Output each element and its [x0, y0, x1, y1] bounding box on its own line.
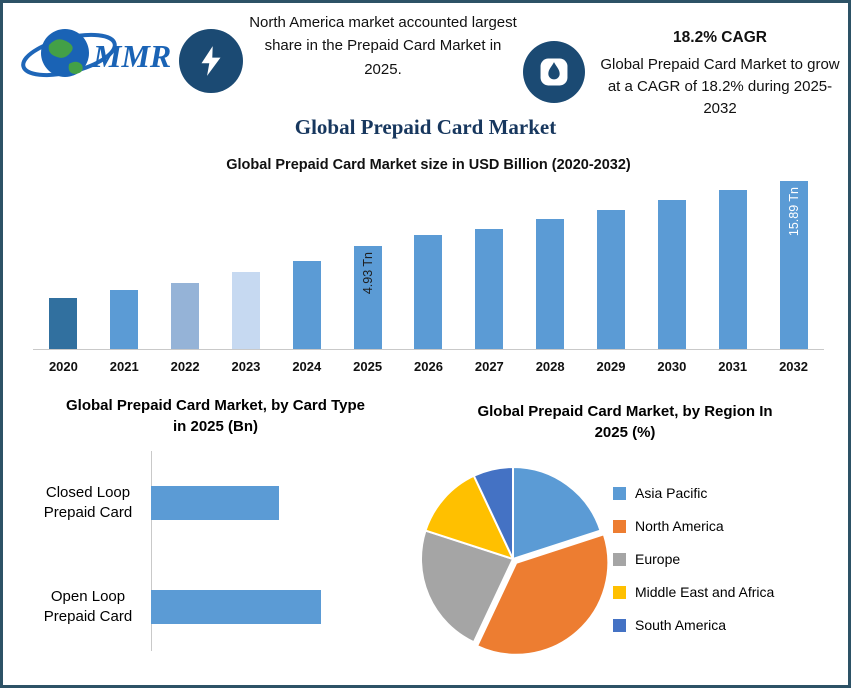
legend-item: Asia Pacific [613, 483, 774, 503]
cagr-value: 18.2% CAGR [673, 29, 767, 46]
legend-item: South America [613, 615, 774, 635]
cagr-note: Global Prepaid Card Market to grow at a … [600, 56, 840, 117]
bar-column-2029 [581, 180, 642, 349]
card-type-bar [151, 590, 321, 624]
bar-column-2022 [155, 180, 216, 349]
mmr-logo-graphic: MMR [21, 29, 171, 78]
x-label-2020: 2020 [48, 359, 78, 374]
x-label-2025: 2025 [353, 359, 383, 374]
pie-slice-europe [420, 529, 514, 644]
market-highlight-note: North America market accounted largest s… [249, 14, 517, 78]
market-size-chart: Global Prepaid Card Market size in USD B… [33, 157, 824, 374]
legend-label: South America [635, 617, 727, 633]
card-type-bar [151, 486, 279, 520]
data-label-2025: 4.93 Tn [360, 252, 375, 295]
card-type-chart-title: Global Prepaid Card Market, by Card Type… [66, 397, 365, 435]
market-size-bars: 4.93 Tn 15.89 Tn [33, 180, 824, 350]
pie-slice-middle-east-and-africa [424, 474, 514, 560]
region-chart-title: Global Prepaid Card Market, by Region In… [477, 403, 773, 441]
card-type-axis-line [151, 451, 152, 651]
card-type-label: Open Loop Prepaid Card [43, 587, 133, 625]
x-label-2030: 2030 [657, 359, 687, 374]
bar-column-2020 [33, 180, 94, 349]
region-chart: Global Prepaid Card Market, by Region In… [401, 401, 848, 656]
bar-2025: 4.93 Tn [353, 246, 382, 349]
bar-column-2032: 15.89 Tn [763, 180, 824, 349]
legend-swatch [613, 585, 626, 599]
region-legend: Asia Pacific North America Europe Middle Ea… [613, 483, 774, 648]
bar-2021 [110, 290, 139, 349]
bar-2029 [597, 210, 626, 349]
bar-2024 [292, 261, 321, 349]
card-type-chart: Global Prepaid Card Market, by Card Type… [33, 395, 398, 659]
card-type-label: Closed Loop Prepaid Card [43, 483, 133, 521]
x-label-2028: 2028 [535, 359, 565, 374]
data-label-2032: 15.89 Tn [786, 187, 801, 237]
x-label-2027: 2027 [474, 359, 504, 374]
bar-column-2028 [520, 180, 581, 349]
card-type-row: Closed Loop Prepaid Card [33, 483, 279, 521]
bar-column-2025: 4.93 Tn [337, 180, 398, 349]
bar-2023 [231, 272, 260, 349]
legend-item: Middle East and Africa [613, 582, 774, 602]
x-label-2021: 2021 [109, 359, 139, 374]
legend-label: Asia Pacific [635, 485, 708, 501]
legend-label: Middle East and Africa [635, 584, 775, 600]
flame-icon [523, 41, 585, 103]
bar-2032: 15.89 Tn [779, 181, 808, 349]
flame-glyph [540, 58, 568, 86]
pie-slice-asia-pacific [512, 466, 602, 560]
bar-2028 [536, 219, 565, 349]
mmr-logo: MMR [17, 15, 177, 91]
card-type-row: Open Loop Prepaid Card [33, 587, 321, 625]
x-label-2029: 2029 [596, 359, 626, 374]
x-label-2032: 2032 [779, 359, 808, 374]
logo-text: MMR [92, 38, 171, 74]
bar-column-2023 [216, 180, 277, 349]
lightning-icon [179, 29, 243, 93]
bar-2027 [475, 229, 504, 349]
x-label-2023: 2023 [231, 359, 261, 374]
bar-2022 [171, 283, 200, 349]
lightning-bolt-glyph [201, 46, 221, 76]
bar-2031 [718, 190, 747, 349]
x-label-2024: 2024 [292, 359, 322, 374]
card-type-rows: Closed Loop Prepaid Card Open Loop Prepai… [33, 451, 398, 659]
cagr-block: 18.2% CAGR Global Prepaid Card Market to… [593, 29, 847, 119]
bar-column-2031 [702, 180, 763, 349]
legend-swatch [613, 552, 626, 566]
bar-2026 [414, 235, 443, 349]
region-pie-svg [420, 466, 610, 656]
market-size-chart-title: Global Prepaid Card Market size in USD B… [226, 157, 631, 173]
page-title: Global Prepaid Card Market [294, 115, 557, 139]
market-size-xlabels: 2020 2021 2022 2023 2024 2025 2026 2027 2028 2029… [33, 350, 824, 374]
bar-column-2026 [398, 180, 459, 349]
bar-2020 [49, 298, 78, 349]
bar-column-2021 [94, 180, 155, 349]
legend-swatch [613, 519, 626, 533]
legend-swatch [613, 486, 626, 500]
legend-item: Europe [613, 549, 774, 569]
bar-column-2030 [641, 180, 702, 349]
x-label-2026: 2026 [414, 359, 443, 374]
legend-item: North America [613, 516, 774, 536]
bar-column-2027 [459, 180, 520, 349]
bar-column-2024 [276, 180, 337, 349]
pie-slice-south-america [472, 466, 514, 560]
pie-slice-north-america [476, 533, 610, 656]
legend-swatch [613, 618, 626, 632]
bar-2030 [657, 200, 686, 349]
x-label-2022: 2022 [170, 359, 200, 374]
legend-label: Europe [635, 551, 681, 567]
legend-label: North America [635, 518, 724, 534]
x-label-2031: 2031 [718, 359, 748, 374]
